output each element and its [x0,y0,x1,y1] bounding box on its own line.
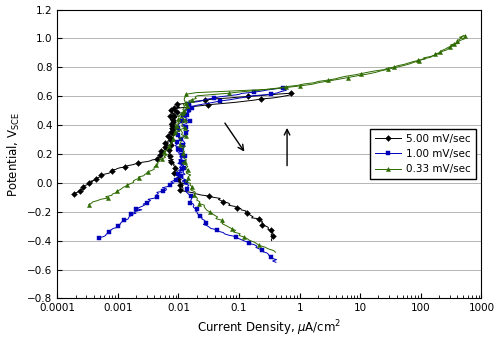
5.00 mV/sec [78,188,84,192]
Line: 0.33 mV/sec: 0.33 mV/sec [86,33,466,207]
5.00 mV/sec [286,91,292,95]
5.00 mV/sec [173,107,179,111]
1.00 mV/sec [186,104,192,108]
0.33 mV/sec [300,82,306,86]
5.00 mV/sec [168,138,173,142]
5.00 mV/sec [190,100,196,104]
5.00 mV/sec [171,120,177,125]
1.00 mV/sec [182,154,188,158]
0.33 mV/sec [86,203,92,207]
0.33 mV/sec [428,54,434,58]
0.33 mV/sec [180,111,186,115]
Legend: 5.00 mV/sec, 1.00 mV/sec, 0.33 mV/sec: 5.00 mV/sec, 1.00 mV/sec, 0.33 mV/sec [370,129,476,180]
1.00 mV/sec [200,98,205,103]
5.00 mV/sec [176,104,182,108]
Y-axis label: Potential, V$_{\mathregular{SCE}}$: Potential, V$_{\mathregular{SCE}}$ [6,111,22,196]
1.00 mV/sec [281,86,287,90]
0.33 mV/sec [444,48,450,52]
1.00 mV/sec [96,236,102,240]
5.00 mV/sec [71,192,77,196]
1.00 mV/sec [186,129,192,133]
0.33 mV/sec [460,33,466,37]
1.00 mV/sec [184,109,190,113]
0.33 mV/sec [410,60,416,64]
1.00 mV/sec [107,229,113,233]
X-axis label: Current Density, $\mu$A/cm$^2$: Current Density, $\mu$A/cm$^2$ [197,319,342,338]
0.33 mV/sec [102,195,108,199]
Line: 5.00 mV/sec: 5.00 mV/sec [72,91,291,196]
Line: 1.00 mV/sec: 1.00 mV/sec [97,85,286,240]
